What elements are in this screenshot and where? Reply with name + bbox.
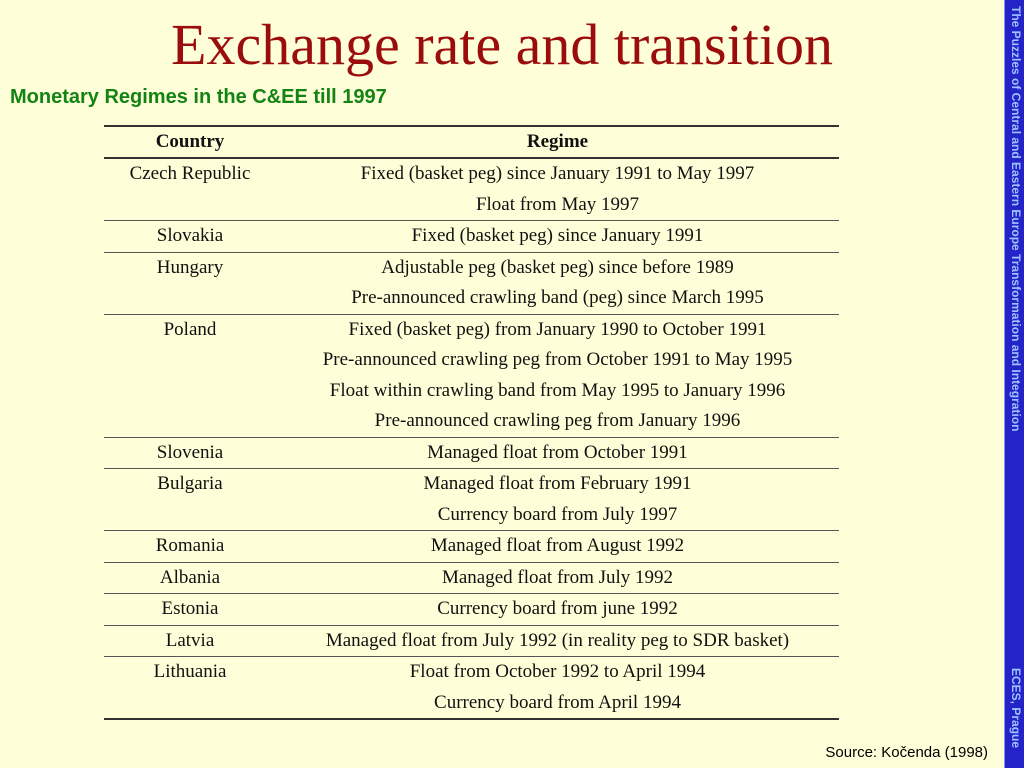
country-name: Czech Republic bbox=[129, 163, 251, 184]
regime-cell: Managed float from February 1991 Currency… bbox=[276, 468, 839, 531]
regime-cell: Fixed (basket peg) since January 1991 to… bbox=[276, 158, 839, 221]
table-row: Bulgaria Managed float from February 1991… bbox=[104, 468, 839, 531]
regime-cell: Fixed (basket peg) from January 1990 to … bbox=[276, 314, 839, 438]
country-cell: Hungary bbox=[104, 252, 276, 315]
country-cell: Estonia bbox=[104, 593, 276, 626]
country-cell: Czech Republic bbox=[104, 158, 276, 221]
table-header: Country Regime bbox=[104, 125, 839, 159]
table-row: Estonia Currency board from june 1992 bbox=[104, 593, 839, 626]
country-name: Lithuania bbox=[153, 661, 227, 682]
regime-entry: Float within crawling band from May 1995… bbox=[329, 379, 786, 401]
regime-cell: Fixed (basket peg) since January 1991 bbox=[276, 220, 839, 253]
regime-cell: Float from October 1992 to April 1994 Cur… bbox=[276, 656, 839, 720]
regime-cell: Managed float from August 1992 bbox=[276, 530, 839, 563]
table-body: Czech Republic Fixed (basket peg) since J… bbox=[104, 158, 839, 720]
sidebar-band: The Puzzles of Central and Eastern Europ… bbox=[1004, 0, 1024, 768]
regime-cell: Managed float from October 1991 bbox=[276, 437, 839, 469]
header-row: Country Regime bbox=[104, 125, 839, 159]
table-row: Albania Managed float from July 1992 bbox=[104, 562, 839, 594]
regime-entry: Fixed (basket peg) since January 1991 to… bbox=[360, 163, 755, 184]
regimes-table: Country Regime Czech Republic Fixed (bask… bbox=[104, 125, 839, 720]
regime-entry: Fixed (basket peg) from January 1990 to … bbox=[348, 318, 767, 340]
regime-entry: Currency board from june 1992 bbox=[437, 598, 678, 619]
country-cell: Slovenia bbox=[104, 437, 276, 469]
header-regime: Regime bbox=[276, 125, 839, 159]
table-row: Slovakia Fixed (basket peg) since January… bbox=[104, 220, 839, 253]
country-name: Poland bbox=[163, 318, 217, 340]
regime-entry: Managed float from July 1992 bbox=[441, 566, 674, 588]
country-cell: Romania bbox=[104, 530, 276, 563]
regime-cell: Currency board from june 1992 bbox=[276, 593, 839, 626]
country-name: Slovenia bbox=[156, 441, 224, 463]
institution-vertical: ECES, Prague bbox=[1009, 668, 1023, 749]
regime-entry: Managed float from October 1991 bbox=[427, 441, 688, 463]
country-cell: Slovakia bbox=[104, 220, 276, 253]
regime-cell: Managed float from July 1992 bbox=[276, 562, 839, 594]
table-row: Poland Fixed (basket peg) from January 19… bbox=[104, 314, 839, 438]
country-name: Latvia bbox=[165, 629, 215, 651]
table-row: Romania Managed float from August 1992 bbox=[104, 530, 839, 563]
country-name: Hungary bbox=[156, 256, 224, 278]
regime-entry: Currency board from April 1994 bbox=[434, 691, 681, 713]
country-cell: Lithuania bbox=[104, 656, 276, 720]
regime-entry: Pre-announced crawling peg from October … bbox=[322, 349, 793, 370]
regime-entry: Adjustable peg (basket peg) since before… bbox=[381, 256, 734, 278]
header-country: Country bbox=[104, 125, 276, 159]
regime-entry: Managed float from July 1992 (in reality… bbox=[325, 629, 790, 651]
course-title-vertical: The Puzzles of Central and Eastern Europ… bbox=[1009, 6, 1023, 432]
regime-cell: Adjustable peg (basket peg) since before… bbox=[276, 252, 839, 315]
table-row: Slovenia Managed float from October 1991 bbox=[104, 437, 839, 469]
regime-entry: Fixed (basket peg) since January 1991 bbox=[411, 225, 704, 246]
regime-entry: Managed float from February 1991 bbox=[423, 473, 692, 494]
regime-entry: Float from October 1992 to April 1994 bbox=[409, 661, 706, 682]
country-cell: Albania bbox=[104, 562, 276, 594]
source-citation: Source: Kočenda (1998) bbox=[825, 744, 988, 761]
table-row: Czech Republic Fixed (basket peg) since J… bbox=[104, 158, 839, 221]
regime-cell: Managed float from July 1992 (in reality… bbox=[276, 625, 839, 657]
table-row: Latvia Managed float from July 1992 (in r… bbox=[104, 625, 839, 657]
table-row: Hungary Adjustable peg (basket peg) since… bbox=[104, 252, 839, 315]
regime-entry: Pre-announced crawling band (peg) since … bbox=[351, 287, 764, 308]
regime-entry: Float from May 1997 bbox=[475, 193, 640, 215]
slide-subtitle: Monetary Regimes in the C&EE till 1997 bbox=[10, 86, 387, 108]
regime-entry: Currency board from July 1997 bbox=[437, 503, 678, 525]
table-row: Lithuania Float from October 1992 to Apri… bbox=[104, 656, 839, 720]
country-name: Albania bbox=[159, 566, 221, 588]
regime-entry: Pre-announced crawling peg from January … bbox=[374, 410, 741, 431]
country-name: Slovakia bbox=[156, 225, 224, 246]
regime-entry: Managed float from August 1992 bbox=[430, 535, 685, 556]
slide-title: Exchange rate and transition bbox=[171, 12, 833, 77]
regimes-table-container: Country Regime Czech Republic Fixed (bask… bbox=[104, 125, 839, 720]
country-name: Estonia bbox=[161, 598, 219, 619]
country-cell: Poland bbox=[104, 314, 276, 438]
country-cell: Latvia bbox=[104, 625, 276, 657]
country-name: Bulgaria bbox=[157, 473, 223, 494]
country-name: Romania bbox=[155, 535, 225, 556]
country-cell: Bulgaria bbox=[104, 468, 276, 531]
